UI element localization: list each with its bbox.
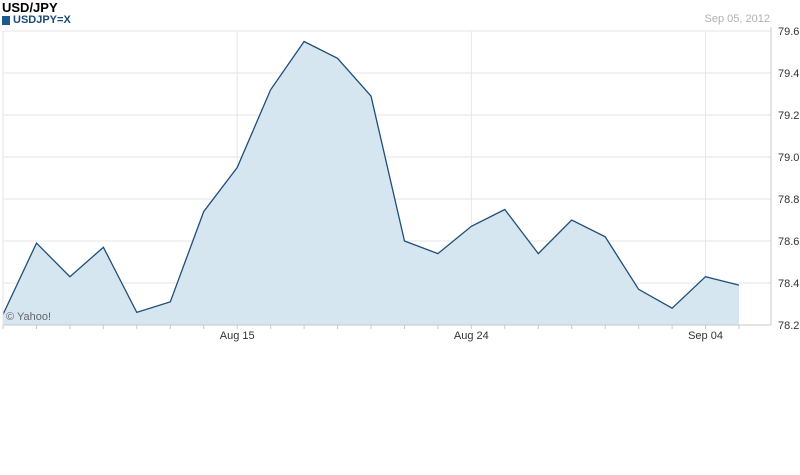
axes (2, 27, 772, 329)
y-axis-labels: 79.6 79.4 79.2 79.0 78.8 78.6 78.4 78.2 (778, 26, 799, 332)
data-point (135, 311, 138, 314)
price-area (3, 41, 739, 325)
x-tick-label: Sep 04 (688, 330, 723, 342)
y-tick-label: 79.0 (778, 152, 799, 164)
y-tick-label: 79.2 (778, 110, 799, 122)
data-point (570, 219, 573, 222)
series-legend: USDJPY=X (2, 14, 71, 26)
data-point (336, 57, 339, 60)
yahoo-watermark: © Yahoo! (6, 311, 51, 323)
data-point (537, 252, 540, 255)
data-point (370, 95, 373, 98)
data-point (470, 225, 473, 228)
data-point (403, 240, 406, 243)
x-tick-label: Aug 15 (220, 330, 255, 342)
data-point (202, 210, 205, 213)
series-label: USDJPY=X (13, 14, 71, 26)
x-axis-labels: Aug 15 Aug 24 Sep 04 (220, 330, 723, 342)
chart-date: Sep 05, 2012 (704, 13, 770, 25)
y-tick-label: 78.6 (778, 236, 799, 248)
data-point (35, 242, 38, 245)
y-tick-label: 78.2 (778, 320, 799, 332)
y-tick-label: 78.8 (778, 194, 799, 206)
y-tick-label: 79.4 (778, 68, 799, 80)
data-point (269, 88, 272, 91)
y-tick-label: 79.6 (778, 26, 799, 38)
data-point (303, 40, 306, 43)
chart-title: USD/JPY (2, 0, 58, 15)
data-point (169, 300, 172, 303)
data-point (236, 166, 239, 169)
data-point (436, 252, 439, 255)
data-point (671, 307, 674, 310)
x-tick-label: Aug 24 (454, 330, 489, 342)
series-swatch (2, 15, 10, 25)
price-line (2, 40, 740, 315)
data-point (604, 235, 607, 238)
data-point (704, 275, 707, 278)
data-point (503, 208, 506, 211)
data-point (738, 284, 741, 287)
data-point (102, 246, 105, 249)
y-tick-label: 78.4 (778, 278, 799, 290)
data-point (68, 275, 71, 278)
data-point (637, 288, 640, 291)
